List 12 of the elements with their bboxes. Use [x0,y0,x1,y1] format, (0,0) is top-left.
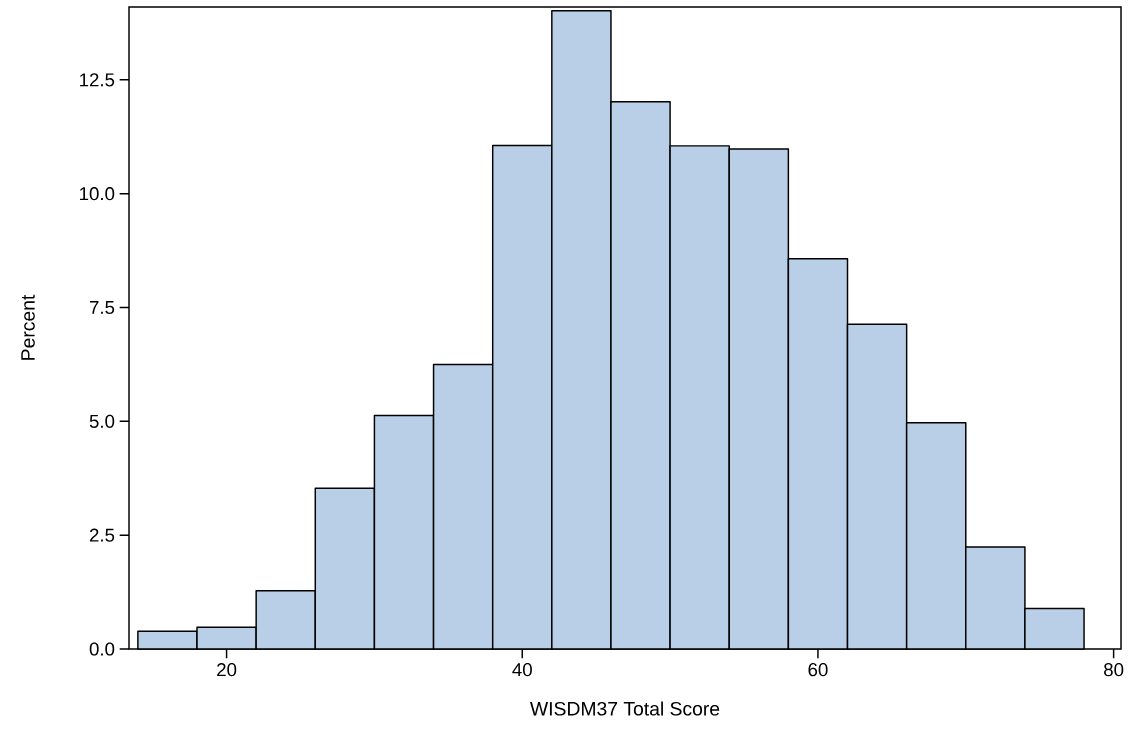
y-tick-label: 2.5 [89,528,115,542]
y-axis-title: Percent [21,294,35,360]
x-tick-label: 40 [512,663,532,677]
y-tick-label: 0.0 [89,642,115,656]
y-tick-label: 10.0 [80,187,115,201]
x-axis-title: WISDM37 Total Score [530,701,720,716]
y-tick-label: 12.5 [80,73,115,87]
y-tick-label: 5.0 [89,414,115,428]
x-tick-label: 80 [1104,663,1124,677]
x-tick-label: 20 [217,663,237,677]
x-tick-label: 60 [808,663,828,677]
y-tick-label: 7.5 [89,301,115,315]
